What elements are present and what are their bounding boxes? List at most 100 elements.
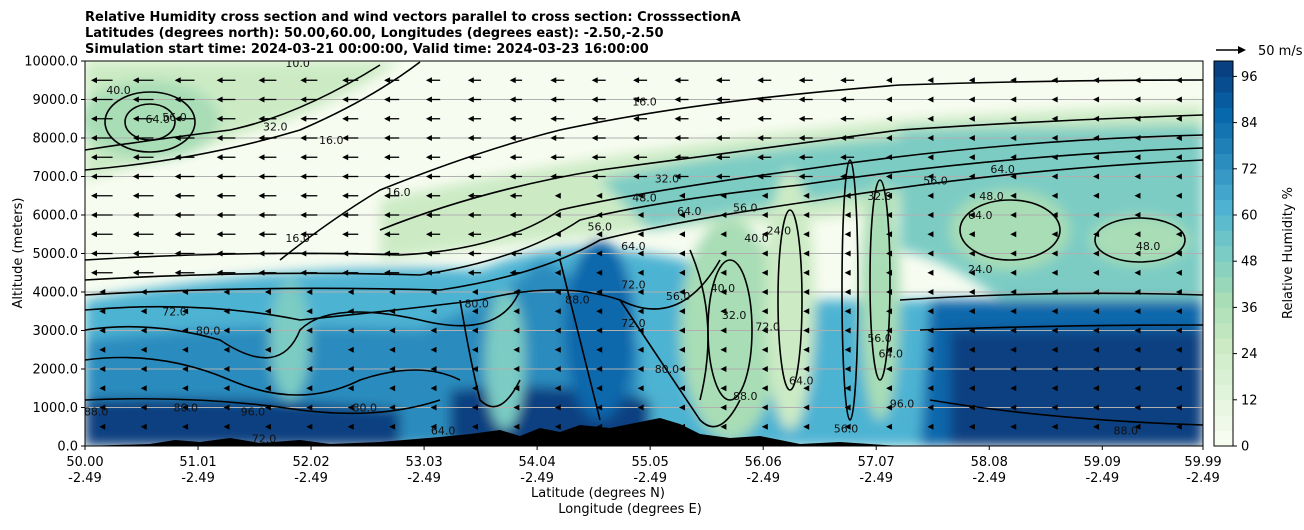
wind-vector-head [300, 154, 307, 161]
colorbar-level [1214, 307, 1233, 324]
wind-vector-head [1134, 96, 1141, 103]
wind-vector-head [1175, 327, 1182, 334]
contour-label: 40.0 [106, 84, 131, 97]
contour-label: 88.0 [84, 405, 109, 418]
contour-line [85, 147, 1203, 281]
wind-vector-head [300, 173, 307, 180]
wind-vector-head [132, 154, 139, 161]
wind-vector-head [174, 231, 181, 238]
wind-vector-head [927, 173, 934, 180]
wind-vector-head [509, 96, 516, 103]
wind-vector-head [132, 212, 139, 218]
colorbar-level [1214, 76, 1233, 93]
wind-vector-head [550, 77, 557, 84]
wind-vector-head [1051, 269, 1058, 276]
colorbar-level [1214, 168, 1233, 185]
contour-line [459, 299, 521, 408]
wind-vector-head [968, 308, 975, 315]
wind-vector-head [140, 327, 147, 334]
wind-vector-head [803, 231, 810, 238]
contour-line [929, 399, 1203, 426]
wind-vector-head [1134, 385, 1141, 392]
wind-vector-head [132, 77, 139, 84]
wind-vector-head [844, 308, 851, 315]
wind-vector-head [174, 135, 181, 141]
wind-vector-head [306, 308, 313, 315]
colorbar-tick-label: 24 [1241, 347, 1258, 362]
wind-vector-head [633, 135, 640, 141]
contour-label: 56.0 [834, 423, 859, 436]
quiver-key-label: 50 m/s [1258, 44, 1303, 59]
wind-vector-head [798, 135, 805, 141]
colorbar-level [1214, 184, 1233, 201]
wind-vector-head [264, 289, 271, 295]
wind-vector-head [1093, 366, 1100, 372]
wind-vector-head [596, 308, 603, 315]
contour-line [85, 64, 381, 151]
rh-dry-column-5 [270, 280, 310, 400]
wind-vector-head [99, 308, 106, 315]
wind-vector-head [1051, 308, 1058, 315]
wind-vector-head [1093, 115, 1100, 122]
y-tick-label: 6000.0 [33, 209, 79, 224]
rh-dry-column-2 [765, 170, 815, 430]
x-axis-ticks: 50.00-2.4951.01-2.4952.02-2.4953.03-2.49… [66, 446, 1222, 486]
wind-vector-head [1010, 404, 1017, 411]
y-tick-label: 10000.0 [24, 55, 78, 70]
x-tick-label-lat: 59.09 [1084, 455, 1121, 470]
wind-vector-head [761, 269, 768, 276]
wind-vector-head [174, 154, 181, 161]
colorbar-level [1214, 338, 1233, 355]
wind-vector-head [1051, 115, 1058, 122]
wind-vector-head [968, 212, 975, 218]
contour-label: 72.0 [252, 432, 277, 445]
wind-vector-head [1175, 385, 1182, 392]
wind-vector-head [968, 231, 975, 238]
wind-vector-head [554, 423, 561, 430]
wind-vector-head [886, 269, 893, 276]
wind-vector-head [389, 404, 396, 411]
wind-vector-head [678, 192, 685, 199]
wind-vector-head [467, 77, 474, 84]
contour-label: 48.0 [979, 190, 1004, 203]
contour-label: 80.0 [353, 402, 378, 415]
colorbar-level [1214, 292, 1233, 308]
wind-vector-head [1051, 173, 1058, 180]
wind-vector-head [132, 135, 139, 141]
y-tick-label: 0.0 [57, 440, 78, 455]
wind-vector-head [757, 154, 764, 161]
wind-vector-head [844, 250, 851, 257]
wind-vector-head [798, 115, 805, 122]
wind-vector-head [886, 192, 893, 199]
y-tick-label: 5000.0 [33, 247, 79, 262]
wind-vector-head [306, 327, 313, 334]
wind-vector-head [803, 192, 810, 199]
wind-vector-head [761, 404, 768, 411]
wind-vector-head [342, 269, 349, 276]
contour-label: 72.0 [755, 321, 780, 334]
wind-vector-head [182, 423, 189, 430]
wind-vector-head [886, 250, 893, 257]
wind-vector-head [1093, 289, 1100, 295]
wind-vector-head [425, 269, 432, 276]
wind-vector-head [720, 385, 727, 392]
rh-region-bottom-left-dark [85, 398, 400, 446]
contour-label: 72.0 [621, 317, 646, 330]
colorbar-level [1214, 384, 1233, 401]
wind-vector-head [467, 135, 474, 141]
wind-vector-head [554, 308, 561, 315]
wind-vector-head [720, 366, 727, 372]
wind-vector-head [1175, 308, 1182, 315]
wind-vector-head [886, 423, 893, 430]
wind-vector-head [425, 135, 432, 141]
wind-vector-head [347, 327, 354, 334]
wind-vector-head [1051, 154, 1058, 161]
contour-label: 64.0 [990, 163, 1015, 176]
wind-vector-head [637, 289, 644, 295]
wind-vector-head [264, 404, 271, 411]
wind-vector-head [844, 289, 851, 295]
wind-vector-head [1093, 96, 1100, 103]
wind-vector-head [803, 250, 810, 257]
